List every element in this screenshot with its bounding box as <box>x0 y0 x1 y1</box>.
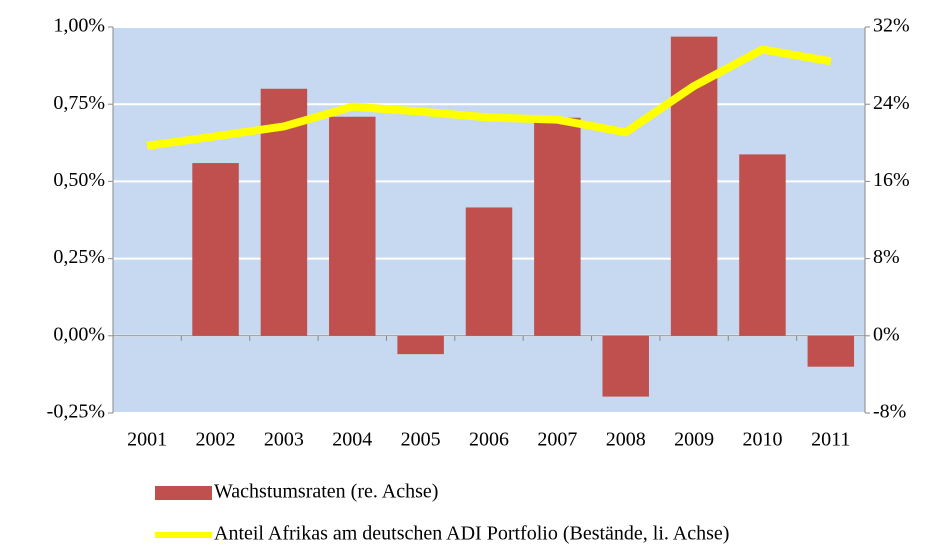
bar <box>602 335 649 397</box>
x-tick-label: 2009 <box>674 429 714 451</box>
legend-label: Wachstumsraten (re. Achse) <box>214 481 438 503</box>
legend-swatch <box>155 486 212 500</box>
y2-tick-label: 32% <box>873 15 910 37</box>
x-tick-label: 2005 <box>401 429 441 451</box>
y2-tick-label: -8% <box>873 401 906 423</box>
y-tick-label: -0,25% <box>47 401 105 423</box>
x-tick-label: 2006 <box>469 429 509 451</box>
y2-tick-label: 8% <box>873 246 900 268</box>
y2-tick-label: 16% <box>873 169 910 191</box>
x-tick-label: 2007 <box>537 429 577 451</box>
x-tick-label: 2010 <box>742 429 782 451</box>
x-tick-label: 2002 <box>196 429 236 451</box>
y-tick-label: 0,00% <box>53 323 105 345</box>
y2-tick-label: 0% <box>873 323 900 345</box>
y-tick-label: 0,75% <box>53 92 105 114</box>
bar <box>534 117 581 336</box>
bar <box>465 207 513 336</box>
y2-tick-label: 24% <box>873 92 910 114</box>
x-tick-label: 2003 <box>264 429 304 451</box>
bar <box>807 335 855 367</box>
y-tick-label: 0,50% <box>53 169 105 191</box>
line <box>146 45 832 150</box>
y-tick-label: 1,00% <box>53 15 105 37</box>
x-tick-label: 2001 <box>127 429 167 451</box>
x-tick-label: 2004 <box>332 429 372 451</box>
bar <box>397 335 444 355</box>
bar <box>739 154 786 336</box>
legend-label: Anteil Afrikas am deutschen ADI Portfoli… <box>214 523 729 545</box>
bar <box>329 116 376 336</box>
x-tick-label: 2011 <box>811 429 850 451</box>
bar <box>192 163 239 336</box>
x-tick-label: 2008 <box>606 429 646 451</box>
y-tick-label: 0,25% <box>53 246 105 268</box>
